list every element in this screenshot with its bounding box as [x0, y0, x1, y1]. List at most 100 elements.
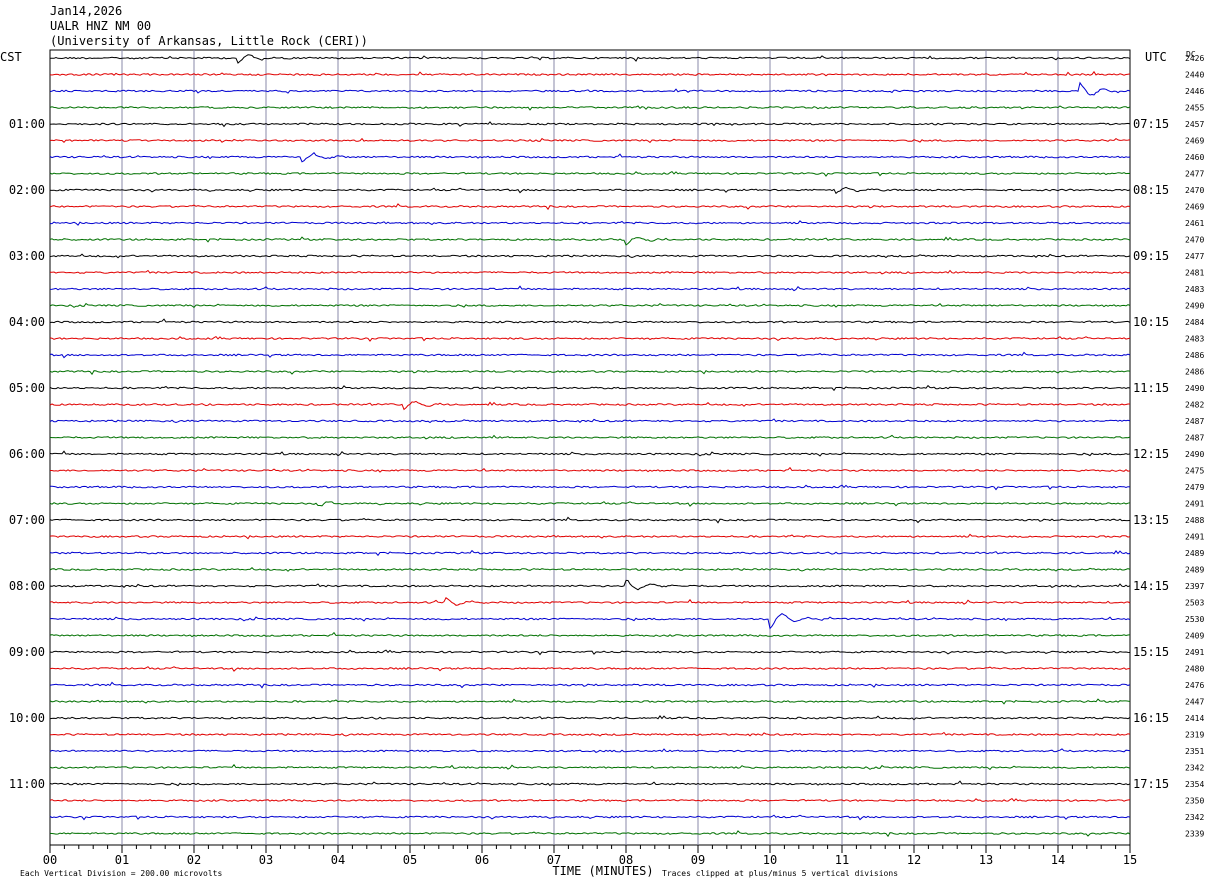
x-tick-label: 04: [331, 853, 345, 867]
dc-value: 2339: [1185, 830, 1204, 839]
dc-value: 2530: [1185, 615, 1204, 624]
trace-row: [49, 384, 1131, 392]
dc-value: 2491: [1185, 500, 1204, 509]
trace-row: [49, 698, 1131, 705]
trace-row: [49, 830, 1131, 838]
dc-value: 2409: [1185, 632, 1204, 641]
left-time-label: 05:00: [9, 381, 45, 395]
dc-value: 2491: [1185, 533, 1204, 542]
dc-value: 2469: [1185, 137, 1204, 146]
trace-row: [49, 369, 1131, 376]
x-tick-label: 10: [763, 853, 777, 867]
right-time-label: 09:15: [1133, 249, 1169, 263]
trace-row: [49, 105, 1131, 111]
header-date: Jan14,2026: [50, 4, 123, 18]
dc-value: 2470: [1185, 236, 1204, 245]
trace-row: [49, 666, 1131, 672]
trace-row: [49, 318, 1131, 324]
dc-value: 2486: [1185, 351, 1204, 360]
dc-value: 2447: [1185, 698, 1204, 707]
dc-value: 2489: [1185, 566, 1204, 575]
dc-value: 2455: [1185, 104, 1204, 113]
trace-row: [50, 466, 1131, 473]
clip-note: Traces clipped at plus/minus 5 vertical …: [662, 869, 898, 878]
trace-row: [49, 81, 1131, 96]
dc-value: 2461: [1185, 219, 1204, 228]
trace-row: [49, 253, 1131, 259]
trace-row: [49, 400, 1130, 411]
dc-value: 2503: [1185, 599, 1204, 608]
right-time-label: 16:15: [1133, 711, 1169, 725]
x-tick-label: 03: [259, 853, 273, 867]
trace-row: [49, 151, 1131, 163]
x-tick-label: 12: [907, 853, 921, 867]
trace-row: [50, 220, 1131, 226]
trace-row: [49, 748, 1131, 753]
x-tick-label: 13: [979, 853, 993, 867]
dc-value: 2426: [1185, 54, 1204, 63]
dc-value: 2486: [1185, 368, 1204, 377]
trace-row: [49, 335, 1131, 342]
dc-value: 2480: [1185, 665, 1204, 674]
dc-value: 2490: [1185, 302, 1204, 311]
trace-row: [49, 121, 1131, 128]
trace-row: [49, 285, 1131, 292]
dc-value: 2482: [1185, 401, 1204, 410]
trace-row: [49, 302, 1131, 309]
trace-row: [49, 137, 1131, 144]
dc-value: 2350: [1185, 797, 1204, 806]
trace-row: [49, 434, 1131, 440]
dc-value: 2475: [1185, 467, 1204, 476]
trace-row: [49, 797, 1131, 803]
right-time-label: 14:15: [1133, 579, 1169, 593]
trace-row: [50, 484, 1131, 491]
left-time-label: 11:00: [9, 777, 45, 791]
trace-row: [49, 780, 1131, 787]
trace-row: [49, 579, 1131, 591]
x-tick-label: 00: [43, 853, 57, 867]
trace-row: [49, 533, 1131, 540]
x-tick-label: 01: [115, 853, 129, 867]
header-institution: (University of Arkansas, Little Rock (CE…: [50, 34, 368, 48]
right-time-label: 12:15: [1133, 447, 1169, 461]
trace-row: [49, 351, 1131, 359]
x-tick-label: 11: [835, 853, 849, 867]
trace-row: [49, 450, 1131, 457]
right-timezone-label: UTC: [1145, 50, 1167, 64]
trace-row: [49, 814, 1131, 821]
dc-value: 2440: [1185, 71, 1204, 80]
trace-row: [49, 612, 1131, 630]
trace-row: [49, 203, 1131, 211]
dc-value: 2489: [1185, 549, 1204, 558]
dc-value: 2469: [1185, 203, 1204, 212]
dc-value: 2354: [1185, 780, 1204, 789]
x-tick-label: 08: [619, 853, 633, 867]
dc-value: 2488: [1185, 516, 1204, 525]
trace-row: [49, 649, 1131, 656]
dc-value: 2484: [1185, 318, 1204, 327]
header-station: UALR HNZ NM 00: [50, 19, 152, 33]
left-time-label: 10:00: [9, 711, 45, 725]
x-tick-label: 14: [1051, 853, 1065, 867]
right-time-label: 17:15: [1133, 777, 1169, 791]
dc-value: 2490: [1185, 384, 1204, 393]
trace-row: [49, 236, 1131, 246]
plot-frame: [49, 49, 1131, 846]
left-time-label: 09:00: [9, 645, 45, 659]
left-time-label: 03:00: [9, 249, 45, 263]
dc-value: 2487: [1185, 434, 1204, 443]
trace-row: [49, 567, 1131, 572]
trace-row: [49, 549, 1131, 557]
left-time-label: 01:00: [9, 117, 45, 131]
trace-row: [49, 170, 1131, 177]
left-time-label: 08:00: [9, 579, 45, 593]
left-timezone-label: CST: [0, 50, 22, 64]
trace-row: [49, 681, 1131, 689]
dc-value: 2477: [1185, 252, 1204, 261]
dc-value: 2351: [1185, 747, 1204, 756]
trace-row: [49, 715, 1131, 721]
dc-value: 2479: [1185, 483, 1204, 492]
dc-value: 2487: [1185, 417, 1204, 426]
trace-row: [50, 54, 1131, 64]
left-time-label: 07:00: [9, 513, 45, 527]
